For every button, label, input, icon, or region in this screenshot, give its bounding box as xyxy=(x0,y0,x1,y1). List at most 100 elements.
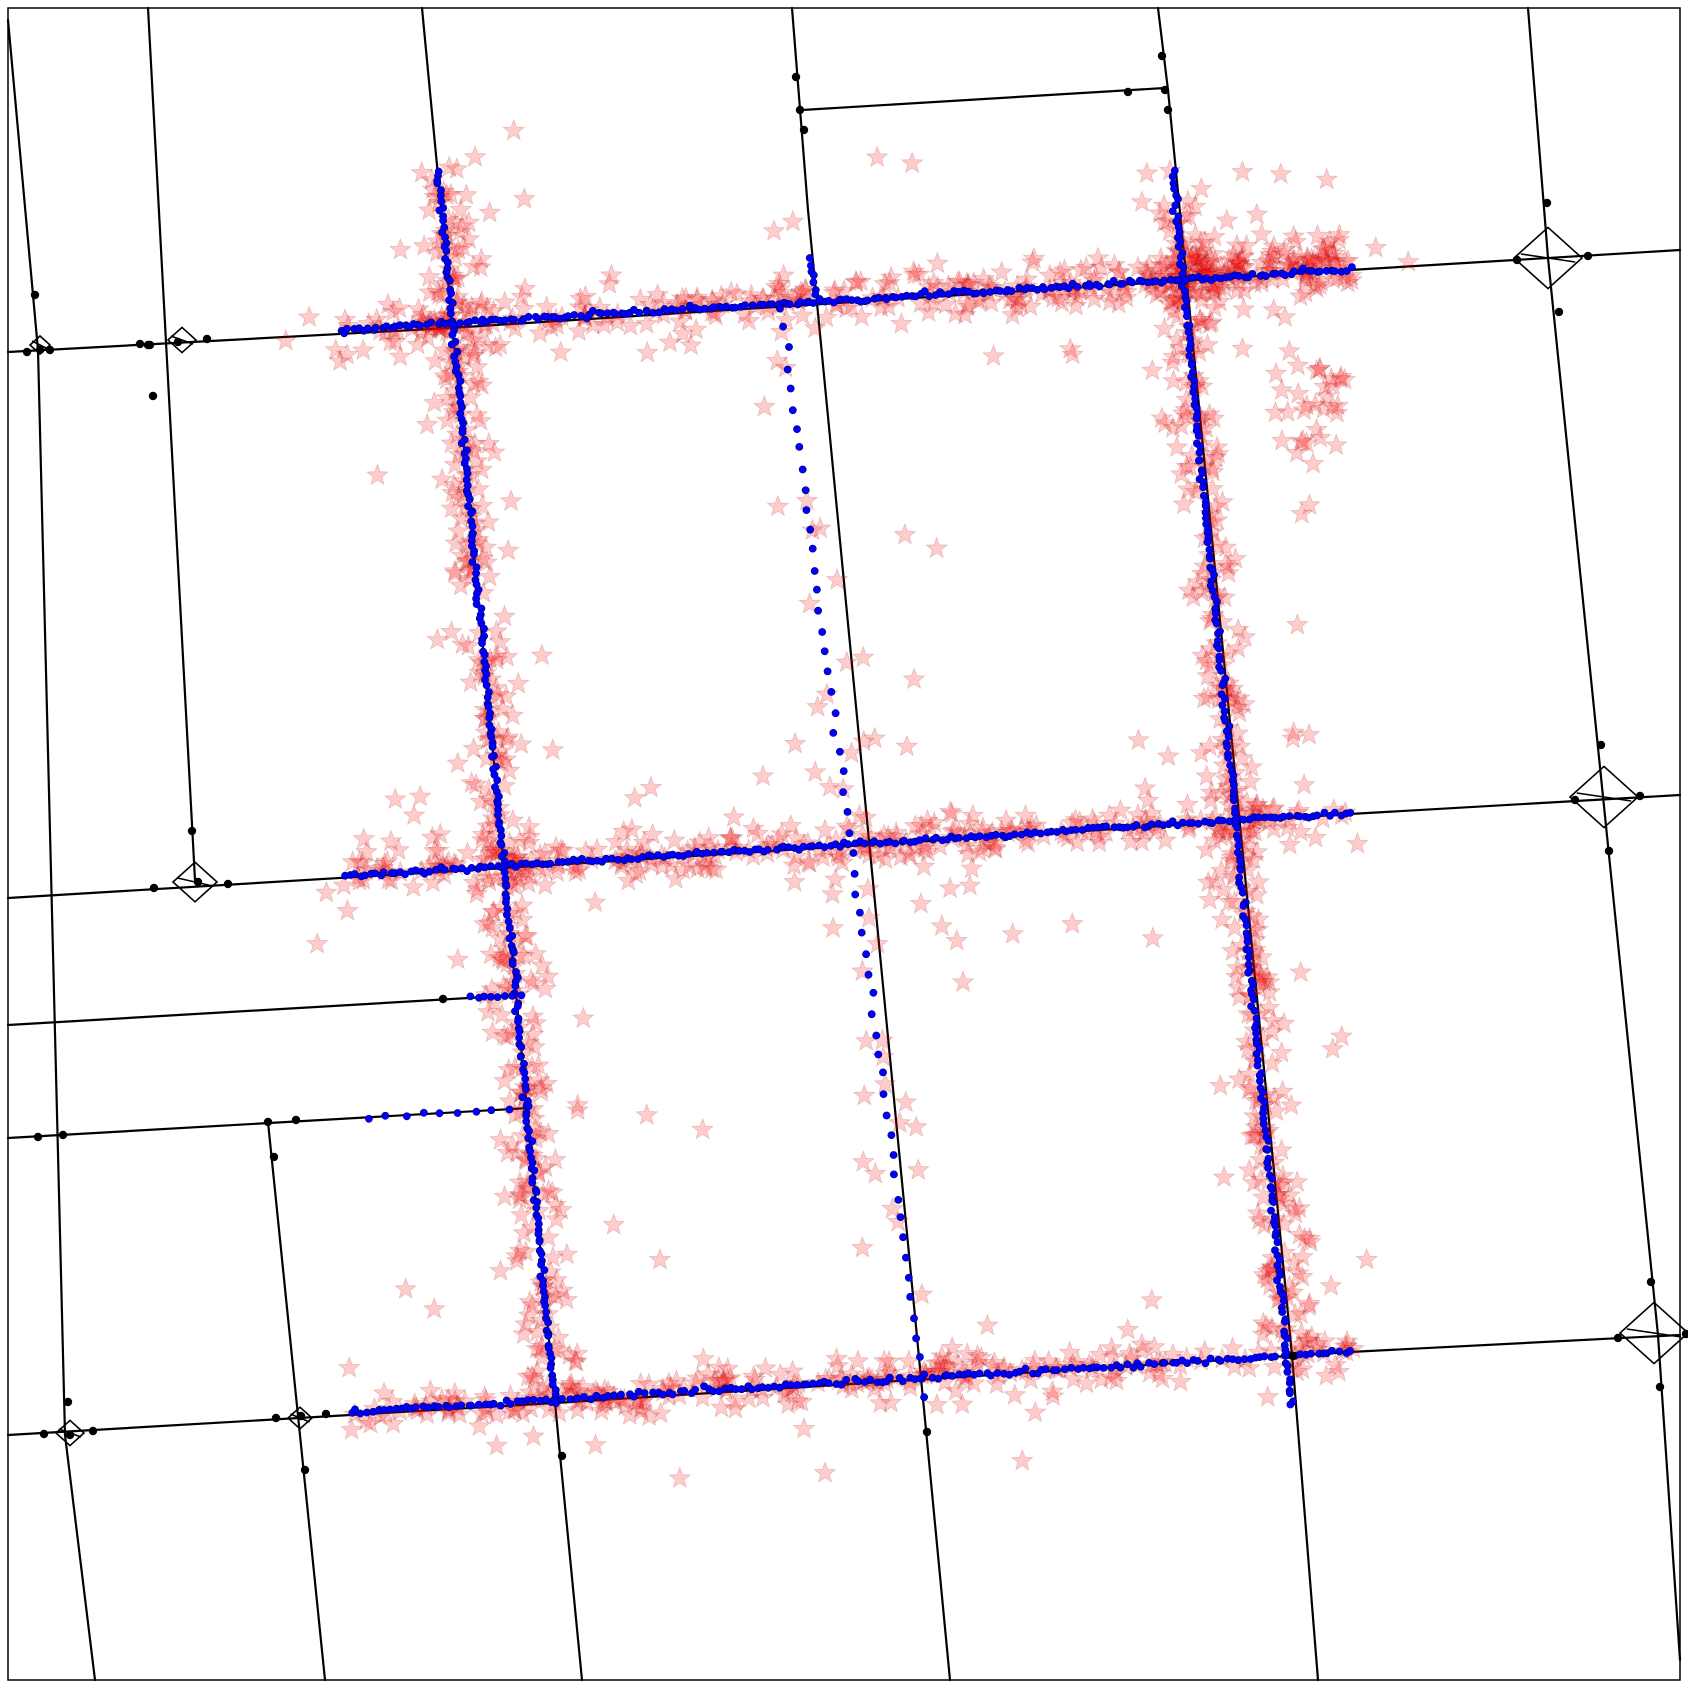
observation-star xyxy=(1290,1357,1314,1380)
observation-star xyxy=(781,209,805,232)
observation-star xyxy=(1005,287,1029,310)
observation-star xyxy=(470,457,494,480)
observation-star xyxy=(704,303,728,326)
matched-point xyxy=(447,340,456,349)
observation-star xyxy=(1181,585,1206,608)
observation-star xyxy=(475,333,499,356)
observation-star xyxy=(967,839,991,862)
observation-star xyxy=(1137,253,1161,276)
matched-point xyxy=(1243,937,1252,946)
matched-point xyxy=(484,702,493,711)
observation-star xyxy=(1201,242,1225,265)
matched-point xyxy=(934,1374,943,1383)
observation-star xyxy=(664,866,688,889)
observation-star xyxy=(568,295,592,318)
observation-star xyxy=(1321,1036,1345,1059)
observation-star xyxy=(1151,277,1175,300)
observation-star xyxy=(659,853,683,876)
matched-point xyxy=(588,306,597,315)
observation-star xyxy=(536,1121,560,1144)
matched-point xyxy=(1199,483,1207,492)
matched-point xyxy=(467,1401,476,1410)
matched-point xyxy=(808,544,817,553)
matched-point xyxy=(1095,282,1104,291)
observation-star xyxy=(629,1396,653,1419)
road-segment xyxy=(63,1433,97,1682)
matched-point xyxy=(1218,681,1227,689)
observation-star xyxy=(983,835,1007,858)
observation-star xyxy=(505,1248,529,1271)
matched-point xyxy=(768,300,777,309)
matched-point xyxy=(1281,271,1289,279)
observation-star xyxy=(430,1387,454,1410)
matched-point xyxy=(910,1314,918,1323)
observation-star xyxy=(835,650,859,673)
matched-point xyxy=(509,948,518,957)
matched-point xyxy=(482,681,491,690)
observation-star xyxy=(902,259,926,282)
matched-point xyxy=(898,1377,907,1385)
observation-star xyxy=(1061,342,1085,365)
observation-star xyxy=(1099,1365,1123,1388)
observation-star xyxy=(1148,201,1172,224)
observation-star xyxy=(471,822,495,845)
observation-star xyxy=(561,1378,585,1401)
matched-point xyxy=(1183,312,1191,321)
observation-star xyxy=(567,319,591,342)
observation-star xyxy=(518,1289,542,1312)
observation-star xyxy=(1195,250,1219,273)
observation-star xyxy=(1114,279,1138,302)
matched-point xyxy=(1256,1077,1264,1085)
observation-star xyxy=(543,1147,568,1170)
observation-star xyxy=(1282,224,1306,247)
road-node xyxy=(300,1465,310,1475)
observation-star xyxy=(686,856,710,879)
matched-point xyxy=(489,1399,498,1408)
observation-star xyxy=(1282,1196,1306,1219)
matched-point xyxy=(975,832,984,840)
observation-star xyxy=(1150,1366,1175,1389)
matched-point xyxy=(502,882,511,890)
observation-star xyxy=(1169,413,1193,436)
observation-star xyxy=(571,1006,595,1029)
observation-star xyxy=(524,1011,548,1034)
matched-point xyxy=(494,811,502,820)
road-node xyxy=(1655,1382,1665,1392)
observation-star xyxy=(1065,830,1089,853)
observation-star xyxy=(383,329,408,352)
observation-star xyxy=(965,1350,989,1373)
road-node xyxy=(1163,105,1173,115)
observation-star xyxy=(402,803,426,826)
observation-star xyxy=(512,1322,536,1345)
observation-star xyxy=(971,815,995,838)
observation-star xyxy=(1210,490,1235,513)
road-node xyxy=(1604,846,1614,856)
matched-point xyxy=(535,1237,544,1246)
observation-star xyxy=(457,227,481,250)
observation-star xyxy=(1141,926,1165,949)
matched-point xyxy=(516,1052,525,1061)
observation-star xyxy=(488,332,512,355)
observation-star xyxy=(466,877,490,900)
observation-star xyxy=(958,873,982,896)
observation-star xyxy=(648,1247,672,1270)
matched-point xyxy=(921,834,930,842)
observation-star xyxy=(686,1366,710,1389)
observation-star xyxy=(739,283,763,306)
matched-point xyxy=(1268,1174,1277,1183)
observation-star xyxy=(1302,248,1326,271)
observation-star xyxy=(1209,858,1234,881)
observation-star xyxy=(462,870,486,893)
observation-star xyxy=(1226,252,1250,275)
observation-star xyxy=(375,849,399,872)
observation-star xyxy=(421,177,445,200)
matched-point xyxy=(468,522,477,531)
road-node xyxy=(1160,85,1170,95)
observation-star xyxy=(378,329,402,352)
observation-star xyxy=(1321,373,1345,396)
observation-star xyxy=(534,1155,558,1178)
observation-star xyxy=(790,303,814,326)
observation-star xyxy=(1058,1340,1082,1363)
observation-star xyxy=(709,284,733,307)
observation-star xyxy=(956,294,980,317)
